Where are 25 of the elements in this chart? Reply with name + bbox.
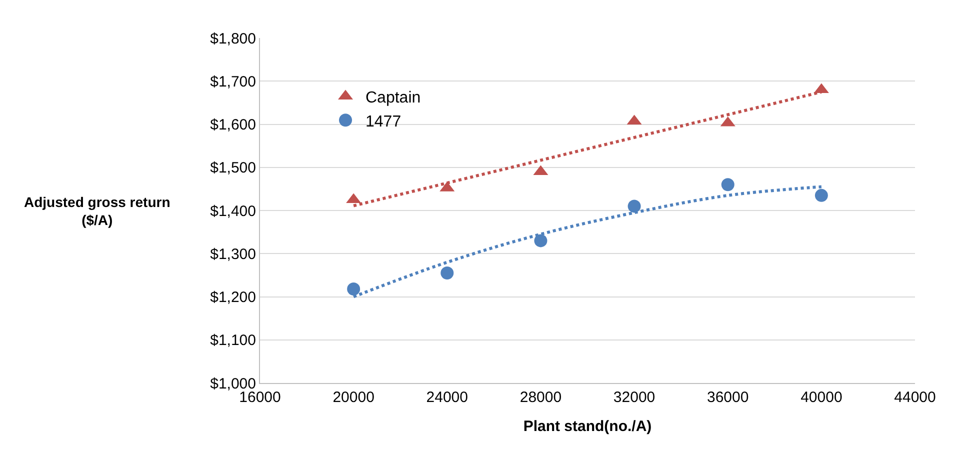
x-tick-label: 40000 bbox=[800, 389, 842, 406]
point bbox=[628, 200, 641, 213]
y-tick-label: $1,400 bbox=[210, 202, 256, 220]
point bbox=[721, 178, 734, 192]
y-tick-label: $1,100 bbox=[210, 332, 256, 350]
x-tick-label: 20000 bbox=[332, 389, 374, 406]
point bbox=[534, 234, 548, 248]
x-axis-title: Plant stand(no./A) bbox=[523, 418, 652, 435]
y-axis-title: Adjusted gross return ($/A) bbox=[24, 194, 170, 228]
y-tick-label: $1,600 bbox=[210, 116, 256, 134]
point bbox=[347, 282, 360, 296]
x-tick-label: 28000 bbox=[520, 389, 562, 406]
point bbox=[440, 266, 454, 280]
legend-label: Captain bbox=[366, 90, 421, 107]
x-tick-label: 24000 bbox=[426, 389, 468, 406]
x-tick-label: 44000 bbox=[894, 389, 936, 406]
legend-label: 1477 bbox=[366, 113, 402, 130]
y-tick-label: $1,200 bbox=[210, 289, 256, 306]
y-tick-label: $1,700 bbox=[210, 73, 256, 90]
y-tick-label: $1,300 bbox=[210, 246, 256, 263]
x-tick-label: 32000 bbox=[613, 389, 656, 406]
point bbox=[814, 188, 828, 202]
x-tick-label: 36000 bbox=[707, 389, 749, 406]
y-tick-label: $1,800 bbox=[210, 30, 256, 48]
y-tick-label: $1,500 bbox=[210, 160, 256, 177]
